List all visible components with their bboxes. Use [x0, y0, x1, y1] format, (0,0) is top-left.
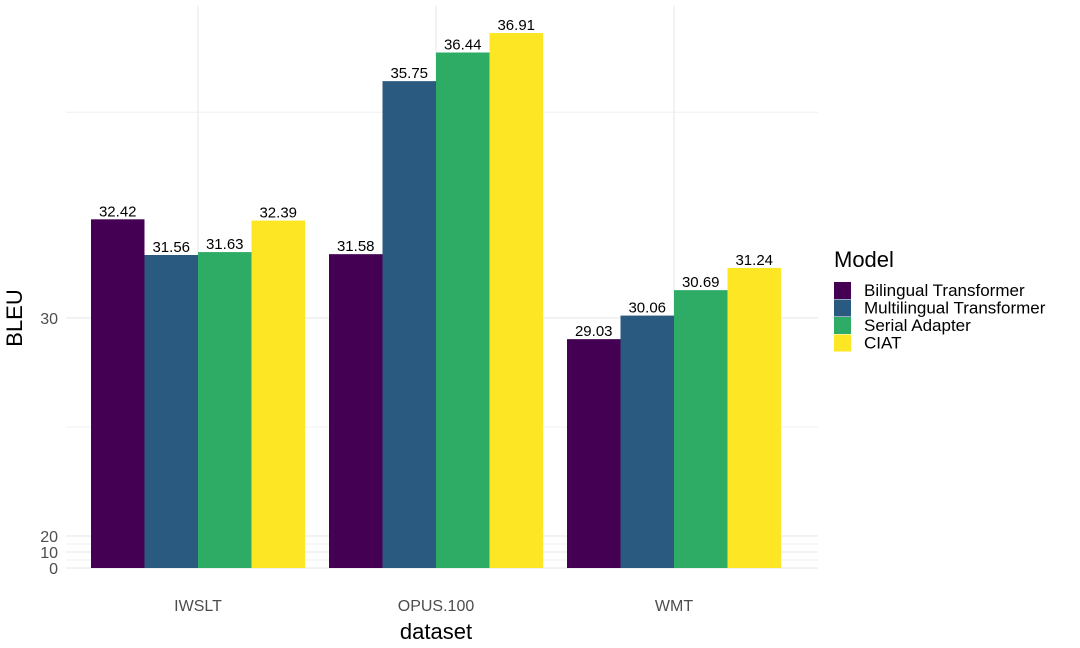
bars: [91, 33, 781, 568]
data-label: 29.03: [575, 323, 613, 340]
bar: [144, 255, 198, 568]
y-tick-label: 10: [40, 545, 58, 562]
bar: [674, 290, 728, 568]
data-label: 31.56: [152, 239, 190, 256]
legend: Model Bilingual TransformerMultilingual …: [834, 247, 1046, 353]
y-axis-title: BLEU: [2, 289, 27, 346]
y-tick-label: 20: [40, 529, 58, 546]
legend-label: Multilingual Transformer: [864, 299, 1046, 318]
bar: [620, 315, 674, 568]
x-axis-ticks: IWSLT OPUS.100 WMT: [174, 598, 693, 615]
legend-swatch: [834, 299, 851, 317]
data-label: 36.91: [497, 17, 535, 34]
legend-title: Model: [834, 247, 894, 272]
data-label: 31.63: [206, 236, 244, 253]
bar: [329, 254, 383, 568]
bar: [198, 252, 252, 568]
x-tick-label: OPUS.100: [398, 598, 475, 615]
data-label: 32.42: [99, 203, 137, 220]
bar: [382, 81, 436, 568]
bar: [436, 52, 490, 568]
bar: [567, 339, 621, 568]
bar: [489, 33, 543, 568]
data-label: 31.24: [735, 252, 773, 269]
data-label: 31.58: [337, 238, 375, 255]
y-tick-label: 30: [40, 311, 58, 328]
legend-label: Serial Adapter: [864, 316, 971, 335]
legend-swatch: [834, 282, 851, 299]
bar: [91, 219, 145, 568]
data-label: 30.06: [628, 300, 666, 317]
x-tick-label: IWSLT: [174, 598, 222, 615]
legend-swatch: [834, 317, 851, 334]
y-tick-label: 0: [49, 561, 58, 578]
x-axis-title: dataset: [400, 619, 472, 644]
data-label: 36.44: [444, 37, 482, 54]
bar: [251, 220, 305, 568]
x-tick-label: WMT: [655, 598, 693, 615]
data-label: 35.75: [390, 65, 428, 82]
legend-label: CIAT: [864, 334, 901, 353]
data-labels: 32.42 31.56 31.63 32.39 31.58 35.75 36.44 36.91…: [99, 17, 773, 340]
data-label: 32.39: [259, 205, 297, 222]
data-label: 30.69: [682, 274, 720, 291]
bar: [727, 267, 781, 568]
legend-swatch: [834, 334, 851, 352]
legend-label: Bilingual Transformer: [864, 281, 1025, 300]
